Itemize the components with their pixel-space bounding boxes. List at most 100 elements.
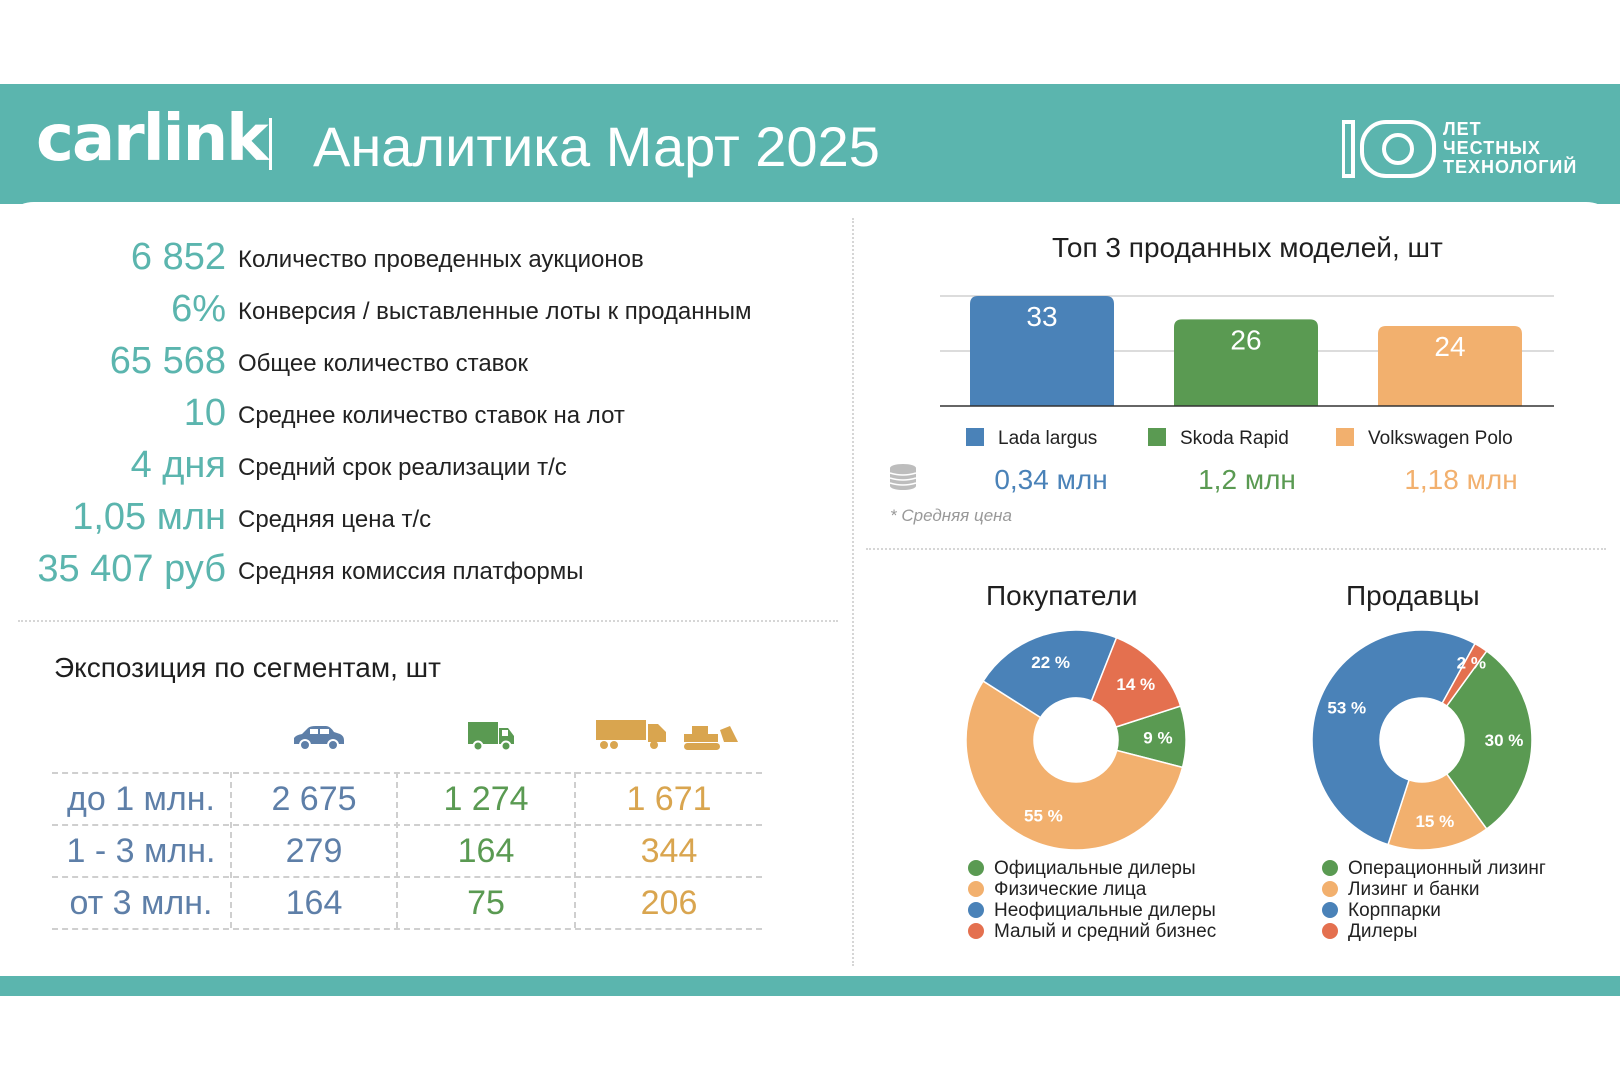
- legend-skoda: Skoda Rapid: [1148, 428, 1289, 450]
- kpi-label: Конверсия / выставленные лоты к проданны…: [238, 298, 752, 325]
- legend-dot: [968, 923, 984, 939]
- pie-slice-1: [1445, 649, 1533, 831]
- pie-value-label: 15 %: [1415, 812, 1454, 831]
- buyers-title: Покупатели: [986, 580, 1138, 611]
- table-col-line: [396, 772, 398, 928]
- table-line: [52, 928, 762, 930]
- avg-price-note: * Средняя цена: [890, 506, 1012, 525]
- left-divider: [18, 620, 838, 622]
- right-divider: [866, 548, 1606, 550]
- legend-swatch: [1148, 428, 1166, 446]
- kpi-conversion: 6% Конверсия / выставленные лоты к прода…: [20, 288, 850, 338]
- anniversary-badge: 10: [1342, 120, 1436, 178]
- legend-operational-leasing: Операционный лизинг: [1322, 858, 1546, 880]
- pie-value-label: 9 %: [1143, 728, 1172, 747]
- table-col-line: [574, 772, 576, 928]
- legend-corp-fleets: Корппарки: [1322, 900, 1441, 922]
- pie-value-label: 14 %: [1116, 675, 1155, 694]
- kpi-label: Среднее количество ставок на лот: [238, 402, 625, 429]
- table-cell: 164: [457, 832, 515, 870]
- legend-dot: [968, 881, 984, 897]
- table-cell: 1 671: [626, 780, 712, 818]
- anniversary-text: ЛЕТ ЧЕСТНЫХ ТЕХНОЛОГИЙ: [1443, 119, 1578, 177]
- legend-dot: [1322, 860, 1338, 876]
- legend-individuals: Физические лица: [968, 879, 1146, 901]
- content-panel: [0, 202, 1620, 974]
- bar-2: [1174, 319, 1318, 406]
- header-divider: [269, 118, 272, 170]
- price-lada: 0,34 млн: [994, 464, 1108, 495]
- table-cell: 206: [640, 884, 698, 922]
- pie-value-label: 22 %: [1031, 653, 1070, 672]
- kpi-avg-price: 1,05 млн Средняя цена т/с: [20, 496, 850, 546]
- legend-swatch: [966, 428, 984, 446]
- table-cell: 164: [285, 884, 343, 922]
- kpi-value: 4 дня: [130, 444, 226, 486]
- kpi-label: Количество проведенных аукционов: [238, 246, 644, 273]
- kpi-label: Средний срок реализации т/с: [238, 454, 567, 481]
- legend-dot: [1322, 881, 1338, 897]
- carlink-logo: carlink: [36, 102, 269, 176]
- legend-dot: [1322, 902, 1338, 918]
- kpi-total-bids: 65 568 Общее количество ставок: [20, 340, 850, 390]
- truck-and-bulldozer-icon: [596, 720, 738, 750]
- legend-official-dealers: Официальные дилеры: [968, 858, 1196, 880]
- legend-unofficial-dealers: Неофициальные дилеры: [968, 900, 1216, 922]
- van-icon: [468, 722, 514, 752]
- legend-dot: [968, 860, 984, 876]
- legend-leasing-banks: Лизинг и банки: [1322, 879, 1479, 901]
- row-label: до 1 млн.: [67, 780, 215, 818]
- table-line: [52, 876, 762, 878]
- bar-chart-title: Топ 3 проданных моделей, шт: [1052, 232, 1443, 263]
- top-models-bar-chart: 33 26 24: [940, 295, 1554, 407]
- legend-dealers: Дилеры: [1322, 921, 1417, 943]
- kpi-label: Общее количество ставок: [238, 350, 528, 377]
- center-divider: [852, 218, 854, 966]
- legend-lada: Lada largus: [966, 428, 1097, 450]
- table-line: [52, 824, 762, 826]
- sellers-pie-chart: 30 % 15 % 53 % 2 %: [1311, 629, 1533, 851]
- price-polo: 1,18 млн: [1404, 464, 1518, 495]
- kpi-auctions: 6 852 Количество проведенных аукционов: [20, 236, 850, 286]
- pie-value-label: 55 %: [1024, 806, 1063, 825]
- kpi-value: 6%: [171, 288, 226, 330]
- kpi-bids-per-lot: 10 Среднее количество ставок на лот: [20, 392, 850, 442]
- pie-slice-4: [1090, 636, 1182, 728]
- row-label: 1 - 3 млн.: [66, 832, 216, 870]
- table-line: [52, 772, 762, 774]
- table-cell: 75: [467, 884, 505, 922]
- coins-icon: [889, 464, 917, 490]
- kpi-value: 10: [183, 392, 226, 434]
- bar-1: [970, 296, 1114, 406]
- row-label: от 3 млн.: [69, 884, 213, 922]
- legend-dot: [1322, 923, 1338, 939]
- table-cell: 2 675: [271, 780, 357, 818]
- legend-smb: Малый и средний бизнес: [968, 921, 1216, 943]
- pie-slice-2: [965, 680, 1184, 851]
- legend-swatch: [1336, 428, 1354, 446]
- bar-value-label: 24: [1434, 331, 1465, 362]
- bar-value-label: 33: [1026, 301, 1057, 332]
- kpi-label: Средняя комиссия платформы: [238, 558, 584, 585]
- car-icon: [294, 726, 344, 751]
- bar-3: [1378, 326, 1522, 406]
- table-cell: 1 274: [443, 780, 529, 818]
- pie-slice-3: [982, 629, 1118, 719]
- kpi-avg-commission: 35 407 руб Средняя комиссия платформы: [20, 548, 850, 598]
- kpi-label: Средняя цена т/с: [238, 506, 432, 533]
- kpi-value: 65 568: [109, 340, 226, 382]
- kpi-sale-term: 4 дня Средний срок реализации т/с: [20, 444, 850, 494]
- price-skoda: 1,2 млн: [1198, 464, 1296, 495]
- kpi-value: 6 852: [130, 236, 226, 278]
- segments-title: Экспозиция по сегментам, шт: [54, 652, 441, 683]
- footer-band: [0, 976, 1620, 996]
- kpi-value: 1,05 млн: [72, 496, 226, 538]
- pie-value-label: 53 %: [1327, 698, 1366, 717]
- pie-value-label: 30 %: [1485, 731, 1524, 750]
- table-cell: 344: [640, 832, 698, 870]
- sellers-title: Продавцы: [1346, 580, 1480, 611]
- buyers-pie-chart: 9 % 55 % 22 % 14 %: [965, 629, 1187, 851]
- pie-value-label: 2 %: [1457, 653, 1486, 672]
- page-title: Аналитика Март 2025: [313, 115, 880, 178]
- legend-dot: [968, 902, 984, 918]
